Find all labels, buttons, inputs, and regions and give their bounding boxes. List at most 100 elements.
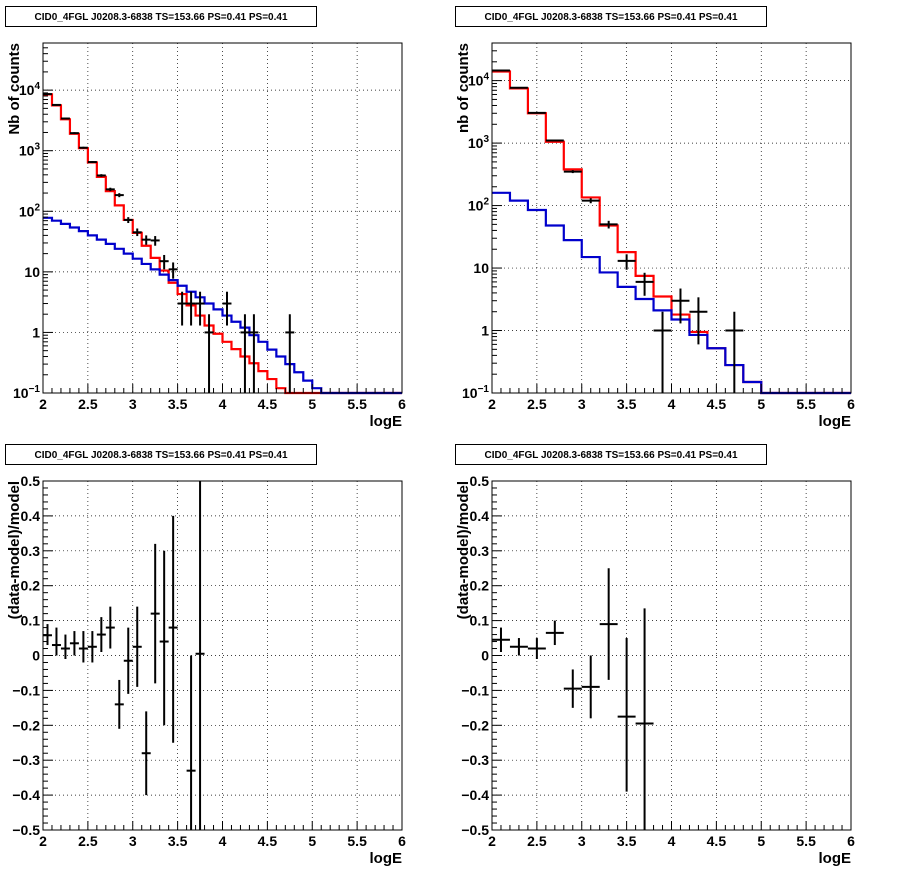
y-tick-label: 0 <box>481 648 489 664</box>
x-tick-label: 3 <box>578 396 586 412</box>
data-point <box>177 291 187 326</box>
x-tick-label: 2 <box>488 833 496 849</box>
x-tick-label: 4.5 <box>258 833 278 849</box>
data-point <box>51 103 61 106</box>
data-point <box>159 254 169 270</box>
y-axis: −0.5 −0.4 −0.3 −0.2 −0.1 0 0.1 0.2 0.3 0.4 0.5 <box>12 473 53 838</box>
data-point <box>141 711 151 796</box>
x-tick-label: 4 <box>668 833 676 849</box>
y-tick-label: 0.4 <box>470 508 490 524</box>
data-point <box>186 291 196 326</box>
data-point <box>159 550 169 726</box>
data-points <box>492 69 744 393</box>
y-tick-label: 1 <box>32 324 40 340</box>
y-axis-label: nb of counts <box>455 43 472 133</box>
y-tick-label: −0.1 <box>461 682 489 698</box>
y-tick-label: 10−1 <box>462 384 489 401</box>
data-point <box>599 220 618 229</box>
data-points <box>43 93 295 393</box>
data-point <box>617 638 636 792</box>
data-point <box>87 161 97 164</box>
data-point <box>527 111 546 114</box>
data-point <box>78 146 88 149</box>
data-point <box>563 170 582 174</box>
x-tick-label: 2.5 <box>527 396 547 412</box>
y-tick-label: −0.1 <box>12 682 40 698</box>
data-point <box>114 193 124 198</box>
data-point <box>509 86 528 89</box>
data-point <box>96 174 106 177</box>
y-tick-label: −0.4 <box>461 787 489 803</box>
x-tick-label: 6 <box>847 833 855 849</box>
x-tick-label: 5.5 <box>796 396 816 412</box>
chart-panel-4: 2 2.5 3 3.5 4 4.5 5 5.5 6logE−0.5−0.4−0.3−0.2−0.… <box>455 473 855 867</box>
data-point <box>545 139 564 142</box>
data-point <box>96 617 106 653</box>
data-point <box>186 655 196 830</box>
x-tick-label: 5 <box>757 833 765 849</box>
data-point <box>43 93 52 96</box>
x-tick-label: 5.5 <box>347 833 367 849</box>
data-point <box>123 217 133 224</box>
data-point <box>222 291 232 326</box>
x-tick-label: 6 <box>398 833 406 849</box>
chart-2-title: CID0_4FGL J0208.3-6838 TS=153.66 PS=0.41… <box>455 6 767 27</box>
x-tick-label: 4.5 <box>707 833 727 849</box>
data-points <box>492 568 654 830</box>
data-point <box>150 236 160 246</box>
y-axis-label: (data-model)/model <box>455 481 472 619</box>
data-point <box>105 606 115 649</box>
x-tick-label: 2 <box>39 833 47 849</box>
x-tick-label: 2 <box>488 396 496 412</box>
x-tick-label: 4.5 <box>707 396 727 412</box>
data-point <box>492 69 510 72</box>
data-point <box>60 117 70 120</box>
x-axis-label: logE <box>370 413 403 430</box>
x-tick-label: 3 <box>129 396 137 412</box>
y-axis: 10−1 1 10 102 103 104 <box>462 42 502 401</box>
x-tick-label: 3 <box>129 833 137 849</box>
data-point <box>105 187 115 192</box>
y-tick-label: −0.5 <box>461 822 489 838</box>
data-point <box>653 311 672 393</box>
y-tick-label: −0.4 <box>12 787 40 803</box>
x-tick-label: 5 <box>308 396 316 412</box>
x-tick-label: 2.5 <box>78 833 98 849</box>
y-tick-label: −0.2 <box>461 717 489 733</box>
data-point <box>581 198 600 204</box>
y-tick-label: 0.4 <box>21 508 41 524</box>
data-point <box>141 235 151 245</box>
x-tick-label: 5 <box>308 833 316 849</box>
x-tick-label: 3.5 <box>168 396 188 412</box>
grid <box>492 481 851 830</box>
data-point <box>725 311 744 393</box>
data-point <box>545 620 564 646</box>
data-point <box>69 132 79 135</box>
chart-panel-3: 2 2.5 3 3.5 4 4.5 5 5.5 6logE−0.5−0.4−0.3−0.2−0.… <box>6 473 406 867</box>
x-axis-label: logE <box>819 413 852 430</box>
data-point <box>69 631 79 656</box>
y-tick-label: 10 <box>473 260 489 276</box>
x-tick-label: 2 <box>39 396 47 412</box>
x-tick-label: 2.5 <box>78 396 98 412</box>
data-point <box>285 314 295 393</box>
y-axis-label: Nb of counts <box>6 43 23 135</box>
data-point <box>509 638 528 656</box>
x-tick-label: 4.5 <box>258 396 278 412</box>
data-point <box>635 272 654 296</box>
y-tick-label: 10 <box>24 264 40 280</box>
data-point <box>249 314 259 393</box>
y-tick-label: 104 <box>468 72 490 89</box>
data-point <box>78 631 88 663</box>
y-tick-label: −0.5 <box>12 822 40 838</box>
x-axis: 2 2.5 3 3.5 4 4.5 5 5.5 6 <box>488 384 855 412</box>
x-axis-label: logE <box>819 850 852 867</box>
y-tick-label: 1 <box>481 323 489 339</box>
y-tick-label: 0.3 <box>21 543 41 559</box>
y-tick-label: 10−1 <box>13 384 40 401</box>
data-point <box>132 606 142 687</box>
x-tick-label: 5 <box>757 396 765 412</box>
y-axis-label: (data-model)/model <box>6 481 23 619</box>
